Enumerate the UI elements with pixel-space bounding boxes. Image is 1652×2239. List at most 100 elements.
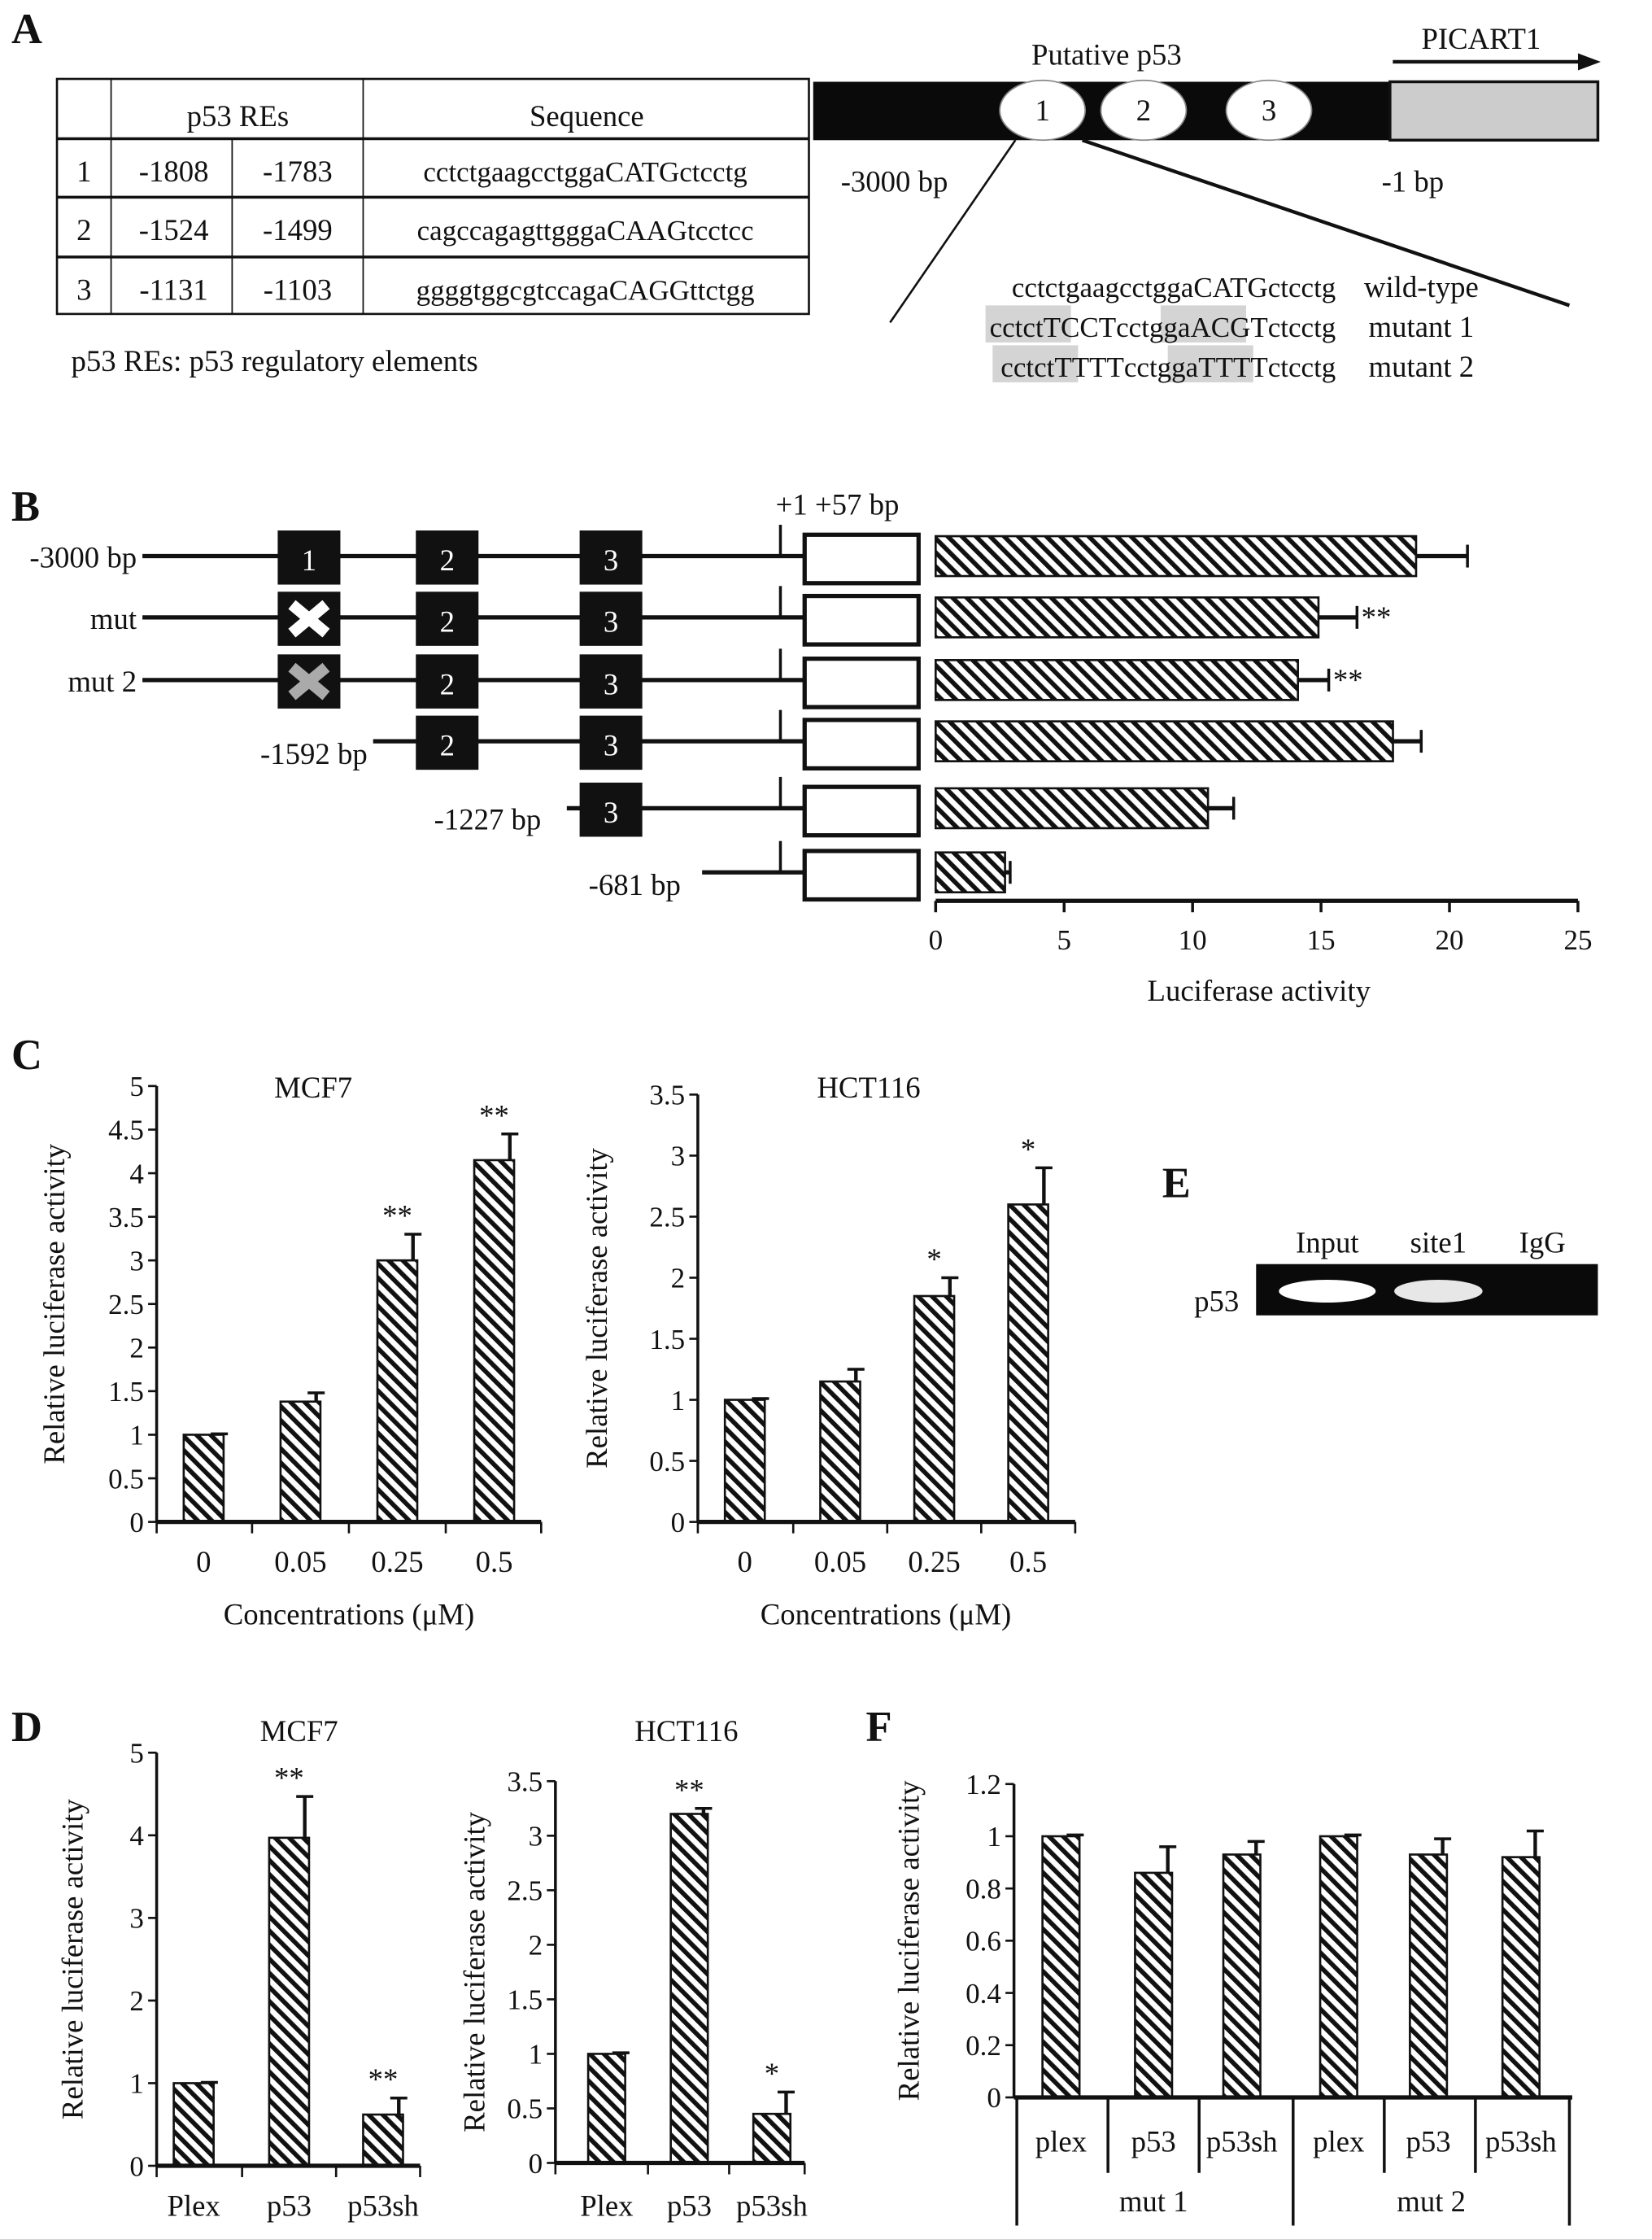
x-axis-label: Concentrations (μM) (761, 1598, 1012, 1631)
sequence-segment: cctct (990, 312, 1044, 343)
y-tick-label: 4 (129, 1158, 144, 1189)
y-tick-label: 0 (129, 1507, 144, 1538)
bar (182, 1434, 225, 1523)
p53-site-number: 2 (440, 604, 455, 638)
x-category-label: p53sh (1485, 2124, 1557, 2158)
construct-label: -3000 bp (29, 541, 137, 574)
mutation-x-icon (288, 662, 330, 701)
gene-label: PICART1 (1421, 22, 1541, 55)
p53-site-number: 3 (604, 667, 618, 701)
table-cell-id: 1 (76, 155, 91, 188)
p53-site-oval (1100, 79, 1188, 142)
x-category-label: p53sh (736, 2189, 808, 2222)
table-cell-end: -1783 (263, 155, 333, 188)
bar (935, 787, 1210, 830)
gel-lane-label: Input (1296, 1226, 1359, 1259)
y-tick-label: 1.2 (965, 1769, 1001, 1800)
p53-site-number: 2 (440, 729, 455, 762)
site1-sequence: cctctTCCTcctggaACGTctcctg (990, 312, 1336, 343)
x-category-label: p53 (667, 2189, 712, 2222)
significance-marker: ** (479, 1098, 509, 1132)
significance-marker: * (926, 1242, 941, 1276)
bar (1501, 1856, 1541, 2099)
y-axis-label: Relative luciferase activity (457, 1811, 490, 2132)
x-category-label: Plex (580, 2189, 633, 2222)
construct-diagram: 3 (566, 776, 921, 838)
promoter-title: Putative p53 (1031, 37, 1182, 71)
construct-diagram (702, 840, 921, 902)
y-tick-label: 0 (671, 1507, 686, 1538)
y-tick-label: 3.5 (108, 1202, 144, 1233)
bar (1222, 1853, 1262, 2099)
y-tick-label: 1 (987, 1821, 1001, 1853)
p53-site-box (416, 654, 479, 709)
sequence-segment: cctgga (1124, 351, 1199, 383)
chart-title: HCT116 (817, 1071, 920, 1104)
tss-label: +1 +57 bp (776, 488, 900, 522)
y-tick-label: 1 (129, 1420, 144, 1451)
y-axis-label: Relative luciferase activity (56, 1799, 89, 2119)
y-tick-label: 1.5 (507, 1984, 543, 2016)
bar (1134, 1871, 1174, 2099)
p53-site-number: 3 (1262, 94, 1276, 127)
y-tick-label: 1.5 (108, 1376, 144, 1408)
mutation-highlight (992, 345, 1079, 382)
gel-row-label: p53 (1194, 1284, 1239, 1317)
zoom-line-left (889, 139, 1017, 324)
y-tick-label: 0 (529, 2148, 543, 2180)
p53-site-box (579, 782, 643, 837)
bar (1007, 1203, 1049, 1523)
y-tick-label: 2 (671, 1263, 686, 1294)
p53-site-oval (1225, 79, 1313, 142)
construct-label: mut (90, 602, 137, 635)
gel-lane-label: site1 (1410, 1226, 1467, 1259)
bar (935, 596, 1320, 639)
gel-lane-label: IgG (1519, 1226, 1566, 1259)
table-cell-end: -1103 (264, 273, 332, 306)
table-cell-sequence: cctctgaagcctggaCATGctcctg (423, 156, 747, 188)
p53-site-box (579, 654, 643, 709)
bar (1319, 1835, 1358, 2099)
table-cell-sequence: ggggtggcgtccagaCAGGttctgg (416, 274, 755, 306)
x-category-label: plex (1035, 2124, 1087, 2158)
y-tick-label: 2 (129, 1985, 144, 2017)
gene-arrow-head-icon (1577, 53, 1601, 71)
y-tick-label: 1 (529, 2039, 543, 2071)
bar (819, 1380, 861, 1523)
luciferase-box (802, 593, 921, 647)
table-cell-sequence: cagccagagttgggaCAAGtcctcc (417, 215, 754, 247)
gel-band (1279, 1279, 1376, 1303)
p53-site-number: 3 (604, 796, 618, 829)
panel-letter-e: E (1162, 1159, 1191, 1207)
bar (935, 659, 1299, 701)
x-category-label: p53sh (1206, 2124, 1278, 2158)
bar (1041, 1835, 1081, 2099)
p53-site-number: 3 (604, 604, 618, 638)
y-tick-label: 0.4 (965, 1978, 1001, 2010)
p53-site-number: 2 (440, 543, 455, 577)
transcript-bar (1388, 80, 1600, 142)
y-tick-label: 0.2 (965, 2030, 1001, 2062)
p53-site-box (416, 530, 479, 585)
bar (268, 1836, 311, 2167)
y-tick-label: 2.5 (108, 1289, 144, 1320)
mutated-bases: TTTT (1054, 351, 1124, 383)
significance-marker: ** (382, 1199, 412, 1233)
y-tick-label: 2.5 (649, 1202, 685, 1233)
bar (913, 1294, 956, 1523)
p53-site-box (416, 715, 479, 770)
x-category-label: Plex (167, 2189, 220, 2222)
p53-site-number: 3 (604, 729, 618, 762)
luciferase-box (802, 532, 921, 586)
bar (473, 1159, 516, 1523)
bar (669, 1813, 709, 2164)
mutated-bases: TCCT (1044, 312, 1116, 343)
promoter-right-label: -1 bp (1382, 164, 1445, 198)
y-tick-label: 3 (129, 1903, 144, 1935)
x-tick-label: 20 (1436, 924, 1464, 956)
mutation-highlight (985, 305, 1071, 343)
y-tick-label: 0.8 (965, 1873, 1001, 1905)
y-axis-label: Relative luciferase activity (891, 1780, 925, 2101)
y-tick-label: 2 (129, 1333, 144, 1364)
